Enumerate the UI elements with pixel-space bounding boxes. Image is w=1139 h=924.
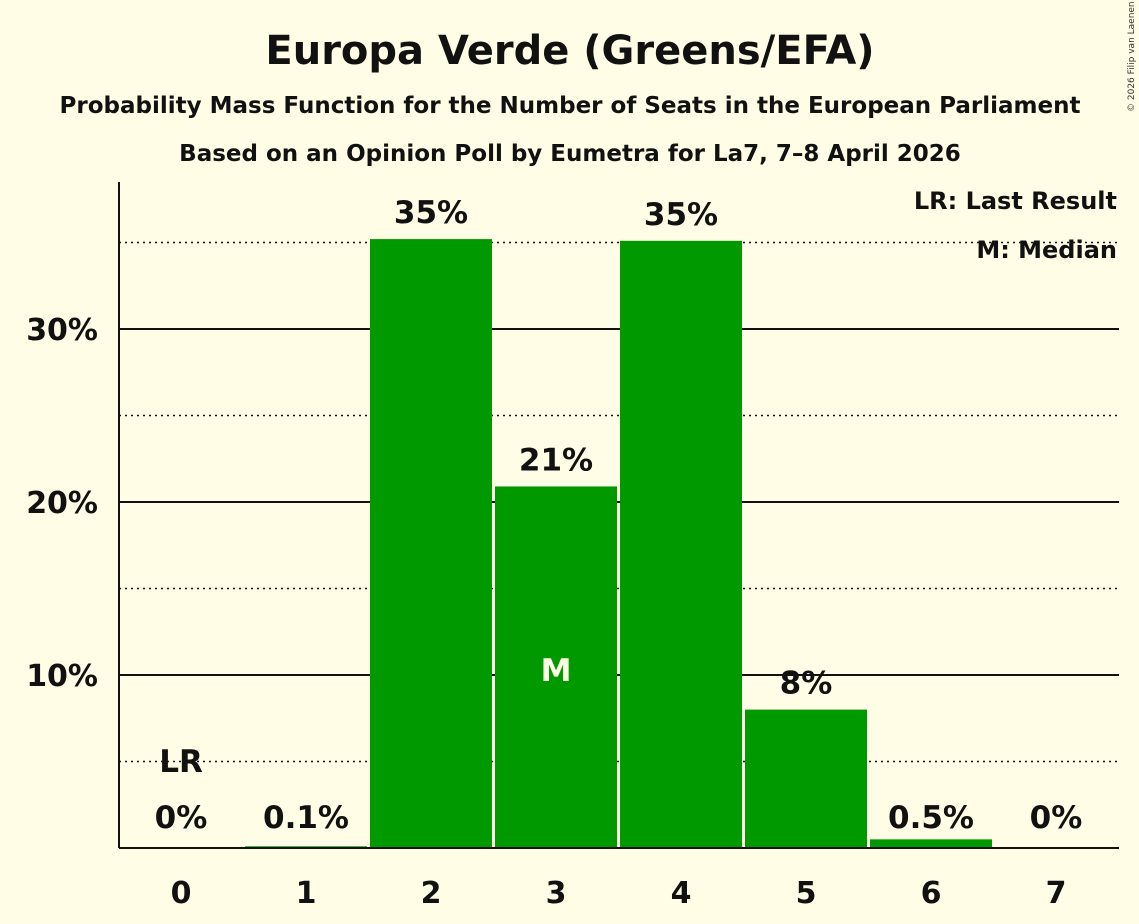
- median-marker: M: [541, 653, 572, 689]
- x-tick-label: 4: [671, 876, 692, 911]
- last-result-marker: LR: [159, 744, 203, 780]
- x-tick-label: 2: [421, 876, 442, 911]
- bar: [495, 486, 617, 848]
- x-tick-label: 1: [296, 876, 317, 911]
- chart-subtitle-2: Based on an Opinion Poll by Eumetra for …: [179, 141, 961, 167]
- x-tick-label: 3: [546, 876, 567, 911]
- data-label: 35%: [394, 195, 468, 231]
- x-tick-label: 7: [1046, 876, 1067, 911]
- data-label: 21%: [519, 442, 593, 478]
- chart-title: Europa Verde (Greens/EFA): [265, 28, 874, 74]
- bar: [370, 239, 492, 849]
- chart-subtitle: Probability Mass Function for the Number…: [60, 93, 1081, 119]
- data-label: 0%: [155, 800, 208, 836]
- bar: [870, 839, 992, 848]
- y-tick-label: 30%: [26, 313, 98, 348]
- legend-last-result: LR: Last Result: [914, 187, 1117, 215]
- data-label: 35%: [644, 197, 718, 233]
- copyright: © 2026 Filip van Laenen: [1127, 1, 1137, 112]
- data-label: 8%: [780, 666, 833, 702]
- bar: [745, 709, 867, 848]
- legend-median: M: Median: [976, 236, 1117, 264]
- data-label: 0.5%: [888, 800, 974, 836]
- data-label: 0.1%: [263, 800, 349, 836]
- data-label: 0%: [1030, 800, 1083, 836]
- x-tick-label: 5: [796, 876, 817, 911]
- y-tick-label: 10%: [26, 659, 98, 694]
- x-tick-label: 0: [171, 876, 192, 911]
- y-tick-label: 20%: [26, 486, 98, 521]
- x-tick-label: 6: [921, 876, 942, 911]
- bar: [620, 240, 742, 849]
